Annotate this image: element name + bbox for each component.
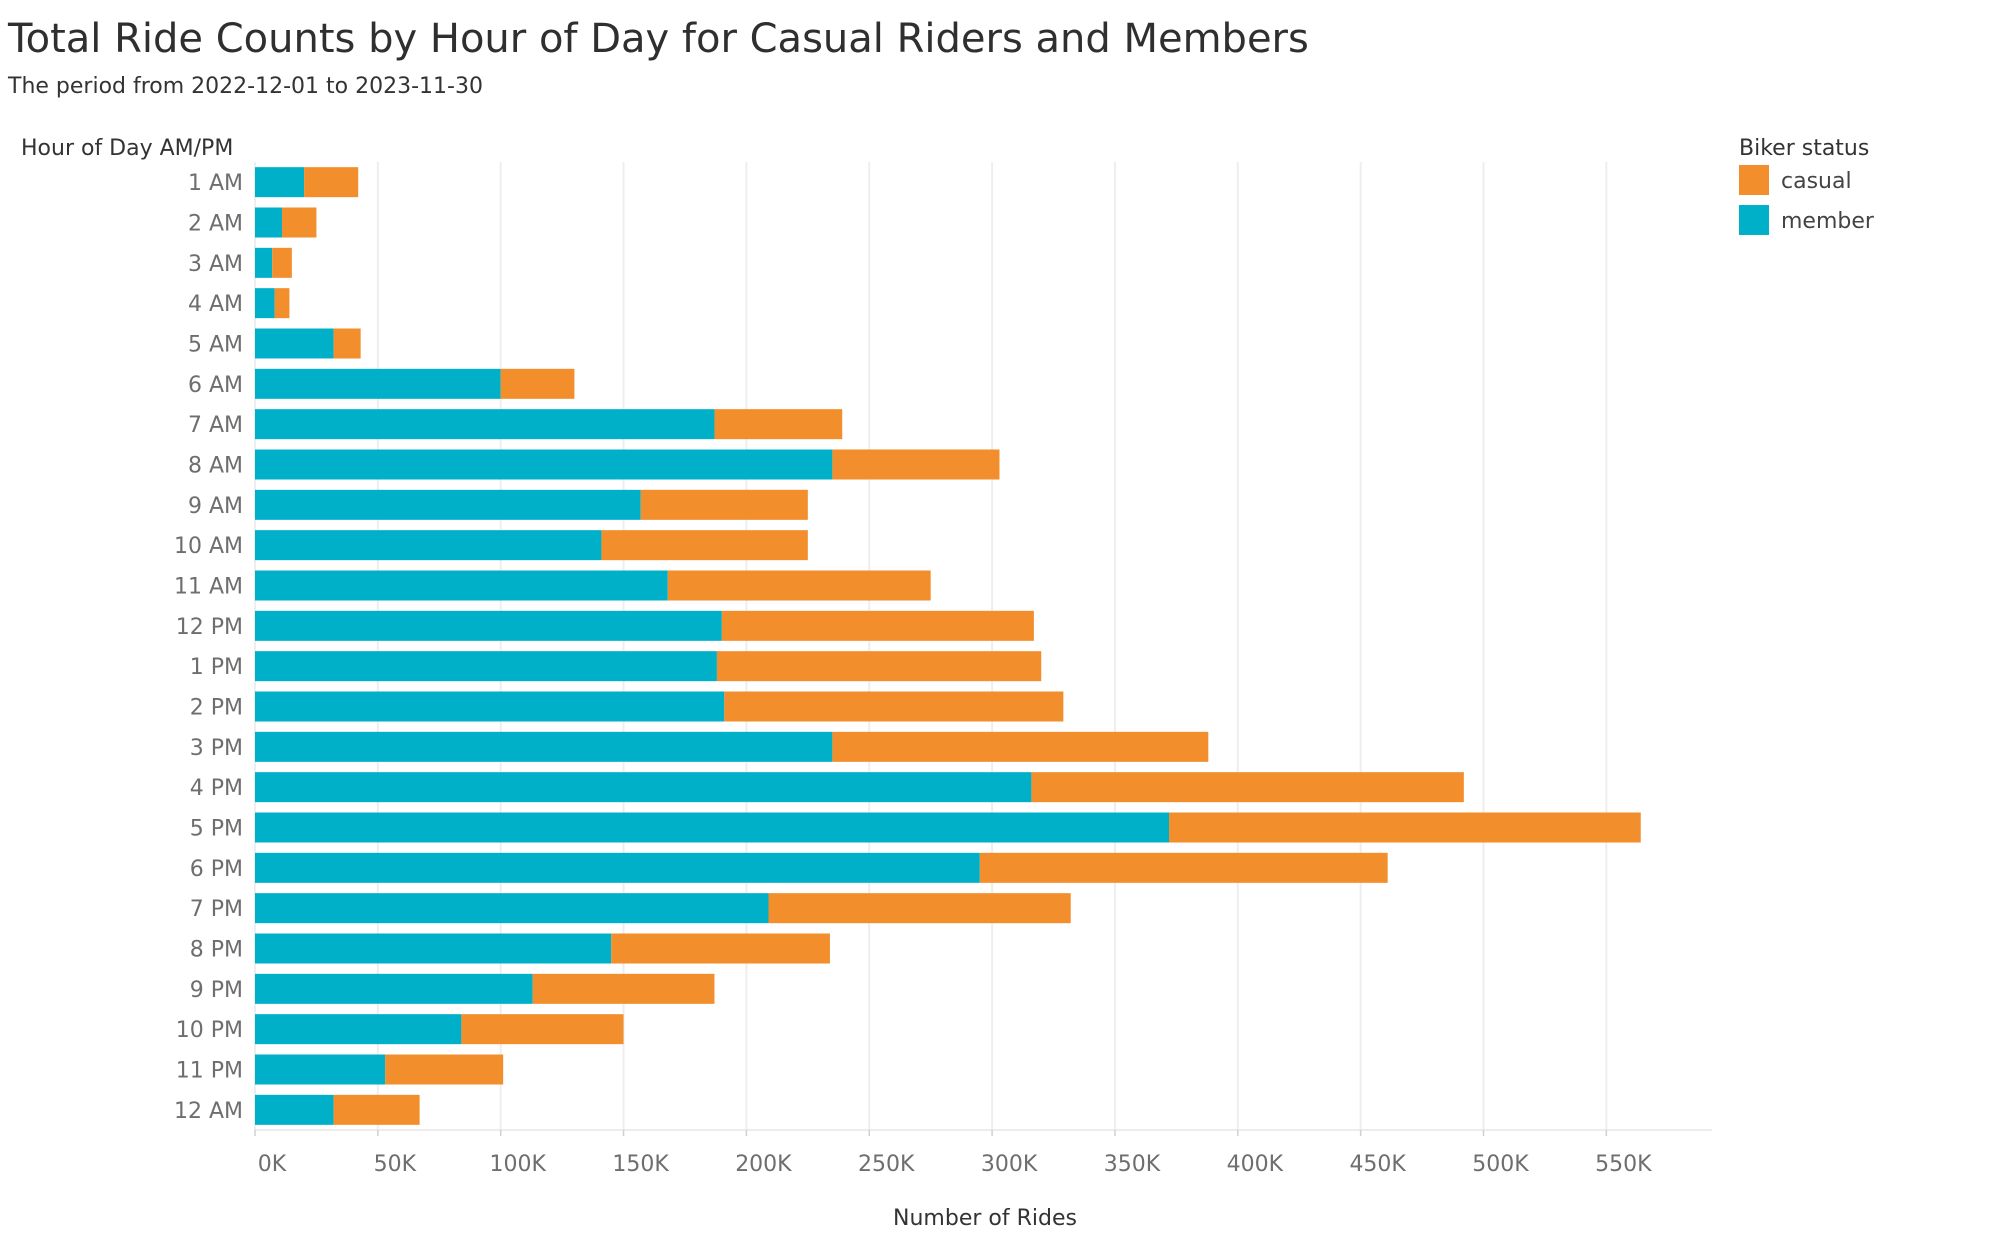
x-tick-label: 450K xyxy=(1349,1152,1406,1177)
bar-casual-1-am xyxy=(304,167,359,198)
bar-member-5-pm xyxy=(255,812,1170,843)
bar-casual-10-pm xyxy=(461,1014,624,1045)
bar-casual-6-pm xyxy=(979,852,1388,883)
legend-swatch-member xyxy=(1739,205,1769,235)
y-tick-label: 12 AM xyxy=(174,1099,243,1124)
y-tick-label: 11 PM xyxy=(176,1059,243,1084)
x-tick-label: 350K xyxy=(1104,1152,1161,1177)
y-tick-label: 4 AM xyxy=(188,292,243,317)
bar-casual-12-pm xyxy=(721,610,1034,641)
bar-member-1-am xyxy=(255,167,305,198)
bar-casual-5-pm xyxy=(1169,812,1641,843)
y-tick-label: 10 PM xyxy=(176,1018,243,1043)
bar-casual-8-pm xyxy=(611,933,830,964)
x-tick-label: 550K xyxy=(1595,1152,1652,1177)
bar-member-8-pm xyxy=(255,933,612,964)
bar-member-3-pm xyxy=(255,731,833,762)
bar-member-9-am xyxy=(255,489,641,520)
bar-casual-11-am xyxy=(667,570,931,601)
x-axis-title: Number of Rides xyxy=(893,1206,1077,1231)
bars xyxy=(255,167,1641,1125)
bar-member-4-am xyxy=(255,288,275,319)
bar-member-5-am xyxy=(255,328,334,359)
bar-casual-7-am xyxy=(714,409,843,440)
bar-member-11-am xyxy=(255,570,668,601)
bar-casual-2-am xyxy=(282,207,317,238)
y-tick-label: 3 AM xyxy=(188,252,243,277)
x-tick-label: 500K xyxy=(1472,1152,1529,1177)
bar-member-7-am xyxy=(255,409,715,440)
y-tick-label: 8 PM xyxy=(190,938,243,963)
bar-casual-4-pm xyxy=(1031,772,1464,803)
y-tick-label: 5 AM xyxy=(188,333,243,358)
bar-casual-6-am xyxy=(500,368,575,399)
bar-casual-10-am xyxy=(601,530,808,561)
bar-member-9-pm xyxy=(255,973,533,1004)
bar-casual-1-pm xyxy=(716,651,1042,682)
legend-swatch-casual xyxy=(1739,165,1769,195)
bar-member-6-am xyxy=(255,368,501,399)
y-tick-label: 12 PM xyxy=(176,615,243,640)
y-tick-label: 2 AM xyxy=(188,212,243,237)
x-tick-label: 300K xyxy=(981,1152,1038,1177)
y-tick-label: 1 PM xyxy=(190,655,243,680)
x-tick-label: 400K xyxy=(1227,1152,1284,1177)
legend-label-casual: casual xyxy=(1781,169,1852,194)
y-tick-label: 7 AM xyxy=(188,413,243,438)
chart-title: Total Ride Counts by Hour of Day for Cas… xyxy=(8,16,1309,62)
legend: Biker status casual member xyxy=(1739,136,1875,235)
legend-label-member: member xyxy=(1781,209,1875,234)
x-axis: 0K 50K 100K 150K 200K 250K 300K 350K 400K 450K 500… xyxy=(254,1129,1712,1177)
y-tick-label: 11 AM xyxy=(174,575,243,600)
y-tick-label: 9 PM xyxy=(190,978,243,1003)
bar-casual-4-am xyxy=(274,288,290,319)
y-tick-label: 8 AM xyxy=(188,454,243,479)
bar-casual-7-pm xyxy=(768,893,1071,924)
bar-member-12-pm xyxy=(255,610,722,641)
x-tick-label: 200K xyxy=(735,1152,792,1177)
bar-casual-12-am xyxy=(333,1094,420,1125)
bar-casual-5-am xyxy=(333,328,361,359)
y-tick-label: 6 PM xyxy=(190,857,243,882)
bar-member-3-am xyxy=(255,247,273,278)
x-tick-label: 150K xyxy=(612,1152,669,1177)
bar-member-12-am xyxy=(255,1094,334,1125)
y-axis: 1 AM 2 AM 3 AM 4 AM 5 AM 6 AM 7 AM 8 AM 9 AM 10 A… xyxy=(174,171,243,1124)
y-tick-label: 3 PM xyxy=(190,736,243,761)
bar-member-1-pm xyxy=(255,651,717,682)
bar-casual-11-pm xyxy=(385,1054,504,1085)
bar-member-11-pm xyxy=(255,1054,386,1085)
x-tick-label: 0K xyxy=(258,1152,287,1177)
gridlines xyxy=(254,162,1608,1130)
bar-casual-3-am xyxy=(272,247,292,278)
y-tick-label: 4 PM xyxy=(190,776,243,801)
y-axis-title: Hour of Day AM/PM xyxy=(21,136,233,161)
y-tick-label: 9 AM xyxy=(188,494,243,519)
bar-casual-9-pm xyxy=(532,973,715,1004)
bar-member-10-pm xyxy=(255,1014,462,1045)
y-tick-label: 6 AM xyxy=(188,373,243,398)
bar-member-2-pm xyxy=(255,691,725,722)
x-tick-label: 50K xyxy=(374,1152,417,1177)
chart-subtitle: The period from 2022-12-01 to 2023-11-30 xyxy=(8,74,483,99)
bar-casual-3-pm xyxy=(832,731,1209,762)
y-tick-label: 1 AM xyxy=(188,171,243,196)
bar-member-4-pm xyxy=(255,772,1032,803)
bar-casual-2-pm xyxy=(724,691,1064,722)
legend-title: Biker status xyxy=(1739,136,1869,161)
bar-casual-8-am xyxy=(832,449,1000,480)
y-tick-label: 2 PM xyxy=(190,696,243,721)
y-tick-label: 5 PM xyxy=(190,817,243,842)
bar-member-7-pm xyxy=(255,893,769,924)
x-tick-label: 250K xyxy=(858,1152,915,1177)
bar-member-10-am xyxy=(255,530,602,561)
bar-member-8-am xyxy=(255,449,833,480)
x-tick-label: 100K xyxy=(489,1152,546,1177)
y-tick-label: 7 PM xyxy=(190,897,243,922)
bar-member-2-am xyxy=(255,207,283,238)
bar-member-6-pm xyxy=(255,852,980,883)
y-tick-label: 10 AM xyxy=(174,534,243,559)
bar-casual-9-am xyxy=(640,489,808,520)
